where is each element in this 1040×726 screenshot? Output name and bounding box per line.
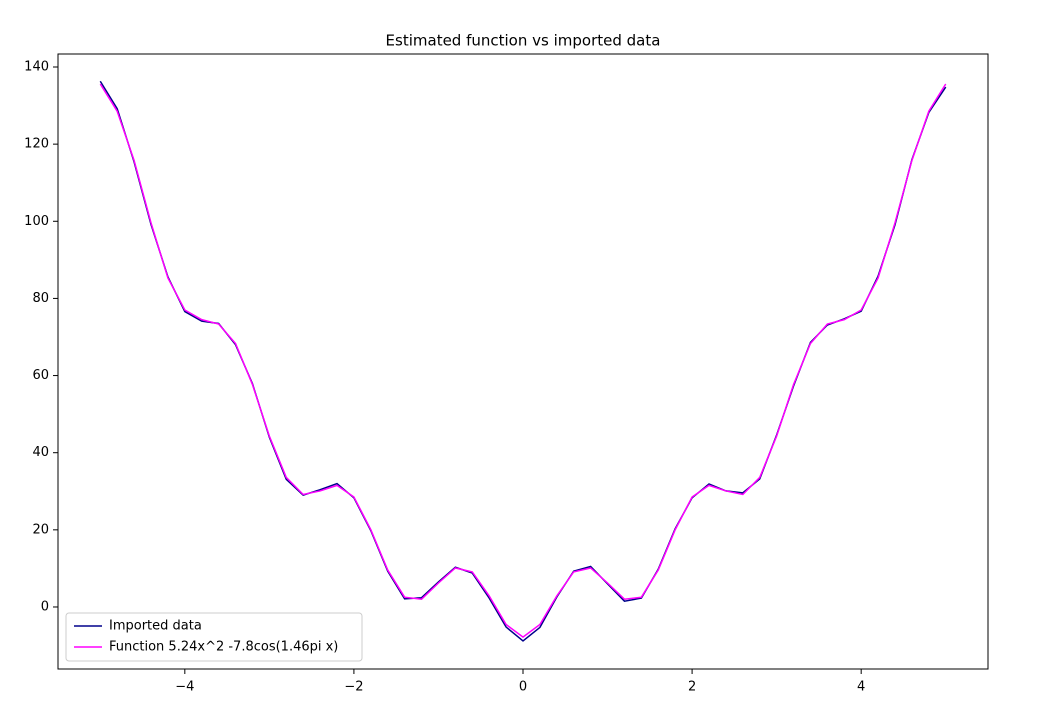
y-tick-label: 20 bbox=[32, 522, 49, 537]
series-line bbox=[99, 83, 947, 638]
series-line bbox=[99, 80, 947, 642]
y-tick-label: 100 bbox=[24, 214, 49, 229]
y-tick-label: 120 bbox=[24, 137, 49, 152]
x-tick-label: −4 bbox=[175, 680, 194, 695]
legend-box bbox=[65, 612, 363, 662]
x-tick-label: 0 bbox=[519, 680, 527, 695]
chart-title: Estimated function vs imported data bbox=[386, 32, 661, 50]
y-tick-label: 40 bbox=[32, 445, 49, 460]
y-tick-label: 60 bbox=[32, 368, 49, 383]
legend-label: Imported data bbox=[109, 619, 202, 634]
y-tick-label: 80 bbox=[32, 291, 49, 306]
y-tick-label: 0 bbox=[41, 599, 49, 614]
x-tick-label: 2 bbox=[688, 680, 696, 695]
plot-frame bbox=[57, 53, 989, 670]
y-tick-label: 140 bbox=[24, 59, 49, 74]
x-tick-label: −2 bbox=[344, 680, 363, 695]
legend-label: Function 5.24x^2 -7.8cos(1.46pi x) bbox=[109, 640, 338, 655]
x-tick-label: 4 bbox=[857, 680, 865, 695]
